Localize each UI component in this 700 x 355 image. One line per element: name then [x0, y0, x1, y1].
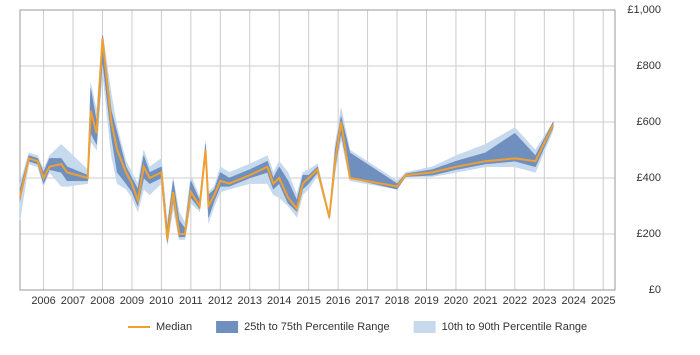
x-tick-label: 2023	[532, 295, 556, 307]
x-tick-label: 2013	[238, 295, 262, 307]
x-tick-label: 2014	[267, 295, 291, 307]
x-tick-label: 2020	[444, 295, 468, 307]
x-tick-label: 2022	[503, 295, 527, 307]
x-tick-label: 2006	[31, 295, 55, 307]
x-tick-label: 2011	[179, 295, 203, 307]
x-tick-label: 2009	[120, 295, 144, 307]
x-tick-label: 2025	[591, 295, 615, 307]
y-tick-label: £1,000	[627, 4, 661, 16]
y-tick-label: £200	[637, 228, 661, 240]
legend-label: Median	[156, 321, 192, 333]
median-line	[19, 37, 555, 240]
x-tick-label: 2008	[90, 295, 114, 307]
x-tick-label: 2012	[208, 295, 232, 307]
x-tick-label: 2016	[326, 295, 350, 307]
legend-swatch	[216, 321, 239, 333]
y-tick-label: £0	[649, 284, 661, 296]
x-tick-label: 2015	[296, 295, 320, 307]
x-tick-label: 2007	[61, 295, 85, 307]
x-tick-label: 2021	[473, 295, 497, 307]
plot-border	[19, 9, 616, 291]
legend-swatch	[413, 321, 436, 333]
x-tick-label: 2010	[149, 295, 173, 307]
x-tick-label: 2024	[562, 295, 586, 307]
legend-label: 25th to 75th Percentile Range	[244, 321, 390, 333]
percentile-band	[19, 32, 554, 246]
y-tick-label: £800	[637, 60, 661, 72]
percentile-band	[19, 35, 554, 243]
x-tick-label: 2017	[355, 295, 379, 307]
x-tick-label: 2019	[414, 295, 438, 307]
legend-label: 10th to 90th Percentile Range	[442, 321, 588, 333]
x-tick-label: 2018	[385, 295, 409, 307]
y-tick-label: £600	[637, 116, 661, 128]
y-tick-label: £400	[637, 172, 661, 184]
